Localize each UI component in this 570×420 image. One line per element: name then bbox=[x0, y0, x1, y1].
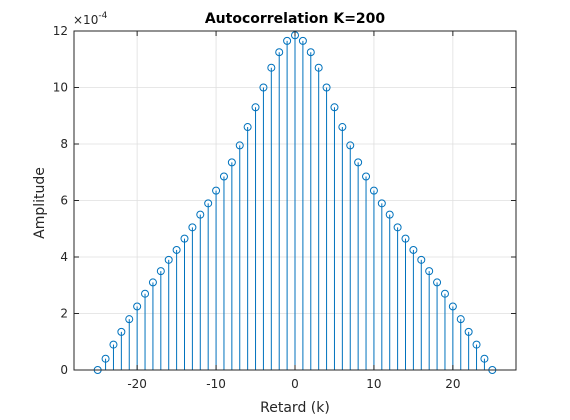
stem-marker bbox=[338, 123, 347, 132]
x-tick-label: 0 bbox=[291, 377, 299, 391]
y-axis-exponent-base: ×10 bbox=[73, 13, 98, 27]
chart-title: Autocorrelation K=200 bbox=[205, 11, 386, 27]
stem-marker bbox=[314, 63, 323, 72]
stem-marker bbox=[204, 199, 213, 208]
y-tick-label: 4 bbox=[60, 250, 68, 264]
stem-marker bbox=[172, 245, 181, 254]
stem-marker bbox=[148, 278, 157, 287]
x-tick-label: 10 bbox=[366, 377, 381, 391]
stem-marker bbox=[393, 223, 402, 232]
stem-marker bbox=[464, 327, 473, 336]
stem-marker bbox=[472, 340, 481, 349]
stem-marker bbox=[235, 141, 244, 150]
stem-marker bbox=[409, 245, 418, 254]
x-tick-label: -20 bbox=[127, 377, 147, 391]
stem-marker bbox=[401, 234, 410, 243]
stem-series bbox=[93, 31, 497, 374]
stem-marker bbox=[456, 315, 465, 324]
stem-marker bbox=[243, 123, 252, 132]
stem-marker bbox=[109, 340, 118, 349]
stem-marker bbox=[141, 289, 150, 298]
stem-marker bbox=[164, 255, 173, 264]
stem-marker bbox=[425, 267, 434, 276]
ticks: -20 -10 0 10 20 0 2 4 6 8 10 12 bbox=[53, 24, 516, 391]
stem-marker bbox=[306, 48, 315, 57]
y-tick-label: 0 bbox=[60, 363, 68, 377]
stem-marker bbox=[188, 223, 197, 232]
stem-marker bbox=[346, 141, 355, 150]
stem-marker bbox=[369, 186, 378, 195]
x-axis-label: Retard (k) bbox=[260, 400, 330, 416]
stem-marker bbox=[267, 63, 276, 72]
stem-marker bbox=[251, 103, 260, 112]
y-tick-label: 2 bbox=[60, 307, 68, 321]
stem-marker bbox=[283, 36, 292, 45]
stem-marker bbox=[322, 83, 331, 92]
stem-marker bbox=[227, 158, 236, 167]
y-axis-exponent: ×10-4 bbox=[73, 11, 108, 27]
stem-marker bbox=[440, 289, 449, 298]
stem-marker bbox=[101, 354, 110, 363]
y-tick-label: 8 bbox=[60, 137, 68, 151]
stem-marker bbox=[125, 315, 134, 324]
x-tick-label: -10 bbox=[206, 377, 226, 391]
stem-marker bbox=[433, 278, 442, 287]
stem-marker bbox=[354, 158, 363, 167]
stem-marker bbox=[275, 48, 284, 57]
stem-marker bbox=[385, 210, 394, 219]
stem-marker bbox=[212, 186, 221, 195]
y-axis-label: Amplitude bbox=[32, 167, 48, 239]
stem-marker bbox=[133, 302, 142, 311]
stem-marker bbox=[330, 103, 339, 112]
y-tick-label: 6 bbox=[60, 194, 68, 208]
x-tick-label: 20 bbox=[445, 377, 460, 391]
stem-marker bbox=[156, 267, 165, 276]
stem-marker bbox=[180, 234, 189, 243]
stem-marker bbox=[298, 36, 307, 45]
stem-marker bbox=[480, 354, 489, 363]
stem-marker bbox=[196, 210, 205, 219]
stem-marker bbox=[377, 199, 386, 208]
y-tick-label: 12 bbox=[53, 24, 68, 38]
y-tick-label: 10 bbox=[53, 81, 68, 95]
stem-marker bbox=[117, 327, 126, 336]
stem-marker bbox=[362, 172, 371, 181]
stem-marker bbox=[417, 255, 426, 264]
stem-marker bbox=[219, 172, 228, 181]
y-axis-exponent-power: -4 bbox=[98, 11, 107, 21]
stem-marker bbox=[448, 302, 457, 311]
stem-marker bbox=[259, 83, 268, 92]
